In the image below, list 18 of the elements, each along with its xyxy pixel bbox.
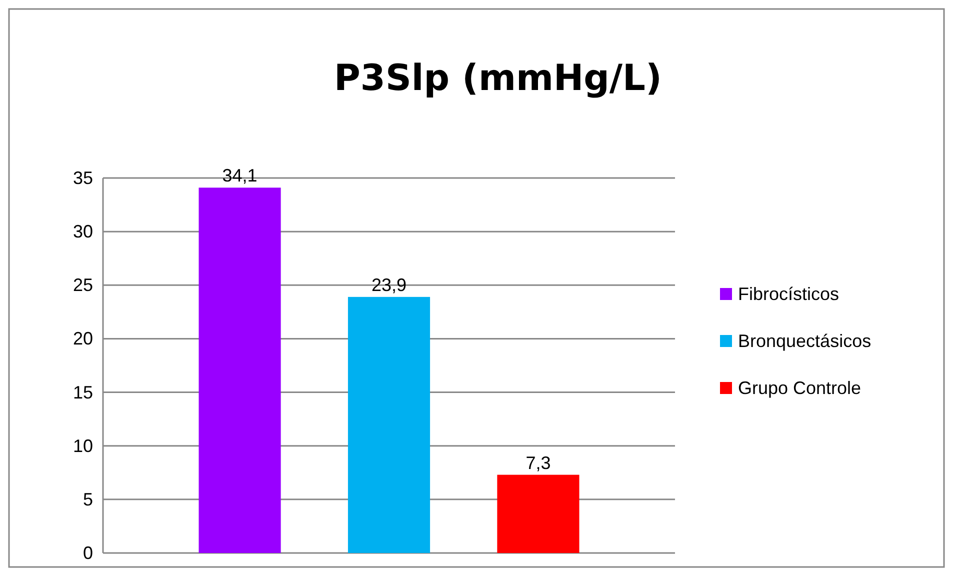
y-tick-label: 30 <box>72 222 93 242</box>
y-tick-label: 10 <box>72 436 93 456</box>
y-tick-label: 25 <box>72 275 93 296</box>
y-tick-label: 35 <box>72 168 93 188</box>
y-tick-label: 0 <box>82 543 93 563</box>
legend-label: Grupo Controle <box>738 378 862 398</box>
bar <box>348 296 430 553</box>
y-tick-label: 15 <box>72 382 93 402</box>
data-label: 23,9 <box>371 274 407 295</box>
data-label: 34,1 <box>222 166 258 186</box>
legend-label: Fibrocísticos <box>738 284 840 304</box>
data-label: 7,3 <box>526 452 551 473</box>
y-tick-label: 5 <box>82 489 93 510</box>
y-tick-label: 20 <box>72 328 93 349</box>
chart-title: P3Slp (mmHg/L) <box>334 58 662 99</box>
legend-label: Bronquectásicos <box>738 331 872 351</box>
bar <box>198 188 281 553</box>
bar <box>497 474 580 553</box>
